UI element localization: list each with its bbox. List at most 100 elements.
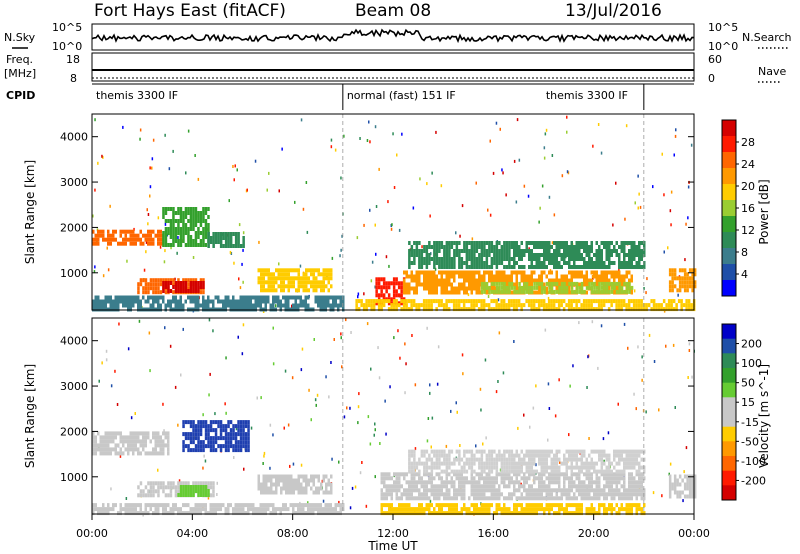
- data-cell: [197, 289, 200, 293]
- scatter-cell: [110, 384, 113, 388]
- data-cell: [428, 278, 431, 283]
- data-cell: [595, 449, 598, 454]
- data-cell: [595, 289, 599, 294]
- data-cell: [555, 465, 558, 470]
- data-cell: [558, 249, 561, 253]
- data-cell: [204, 231, 208, 235]
- data-cell: [573, 484, 576, 489]
- data-cell: [610, 289, 614, 294]
- scatter-cell: [343, 134, 345, 138]
- scatter-cell: [528, 247, 530, 251]
- data-cell: [513, 253, 516, 257]
- data-cell: [620, 469, 623, 474]
- data-cell: [590, 289, 594, 294]
- data-cell: [508, 245, 511, 249]
- data-cell: [495, 496, 498, 501]
- scatter-cell: [263, 451, 266, 455]
- data-cell: [513, 457, 516, 462]
- data-cell: [533, 290, 536, 295]
- scatter-cell: [106, 246, 108, 250]
- data-cell: [194, 215, 198, 219]
- data-cell: [503, 274, 506, 279]
- data-cell: [182, 239, 185, 243]
- data-cell: [425, 270, 428, 275]
- data-cell: [523, 472, 526, 477]
- scatter-cell: [101, 154, 103, 158]
- data-cell: [169, 223, 173, 227]
- data-cell: [315, 288, 318, 293]
- data-cell: [598, 484, 601, 489]
- data-cell: [137, 503, 140, 508]
- data-cell: [600, 299, 603, 304]
- data-cell: [342, 303, 345, 308]
- data-cell: [410, 303, 413, 308]
- data-cell: [177, 511, 180, 516]
- data-cell: [505, 274, 508, 279]
- data-cell: [580, 488, 583, 493]
- data-cell: [147, 295, 150, 300]
- data-cell: [463, 461, 466, 466]
- data-cell: [688, 280, 692, 285]
- data-cell: [199, 219, 203, 223]
- data-cell: [305, 280, 308, 285]
- data-cell: [588, 469, 591, 474]
- data-cell: [194, 424, 198, 429]
- data-cell: [625, 503, 628, 508]
- data-cell: [572, 299, 576, 304]
- scatter-cell: [207, 496, 210, 500]
- data-cell: [157, 481, 160, 486]
- data-cell: [229, 420, 233, 425]
- scatter-cell: [176, 251, 178, 255]
- data-cell: [397, 281, 401, 286]
- data-cell: [122, 295, 125, 300]
- data-cell: [428, 511, 431, 516]
- data-cell: [558, 278, 561, 283]
- data-cell: [425, 253, 429, 257]
- data-cell: [560, 245, 563, 249]
- data-cell: [199, 432, 203, 437]
- data-cell: [630, 285, 634, 290]
- data-cell: [267, 295, 270, 300]
- data-cell: [438, 249, 441, 253]
- data-cell: [310, 280, 313, 285]
- data-cell: [550, 270, 553, 275]
- data-cell: [420, 496, 423, 501]
- data-cell: [227, 436, 230, 441]
- data-cell: [688, 284, 692, 289]
- data-cell: [392, 281, 396, 286]
- data-cell: [332, 295, 335, 300]
- data-cell: [630, 299, 633, 304]
- data-cell: [568, 488, 571, 493]
- data-cell: [187, 278, 190, 283]
- data-cell: [520, 241, 523, 245]
- data-cell: [304, 295, 307, 300]
- scatter-cell: [663, 250, 665, 254]
- data-cell: [420, 480, 423, 485]
- data-cell: [570, 253, 573, 257]
- data-cell: [428, 270, 431, 275]
- data-cell: [204, 227, 208, 231]
- data-cell: [179, 511, 182, 516]
- scatter-cell: [230, 252, 233, 255]
- data-cell: [423, 507, 426, 512]
- data-cell: [458, 274, 461, 279]
- data-cell: [598, 289, 601, 294]
- data-cell: [330, 474, 333, 479]
- data-cell: [460, 492, 463, 497]
- data-cell: [119, 503, 122, 508]
- data-cell: [600, 503, 603, 508]
- data-cell: [355, 303, 358, 308]
- data-cell: [265, 474, 268, 479]
- data-cell: [109, 507, 112, 512]
- data-cell: [623, 465, 626, 470]
- data-cell: [400, 293, 403, 298]
- data-cell: [468, 286, 471, 291]
- data-cell: [423, 461, 426, 466]
- data-cell: [179, 295, 182, 300]
- data-cell: [425, 492, 428, 497]
- data-cell: [580, 265, 583, 269]
- data-cell: [147, 286, 150, 291]
- data-cell: [408, 465, 411, 470]
